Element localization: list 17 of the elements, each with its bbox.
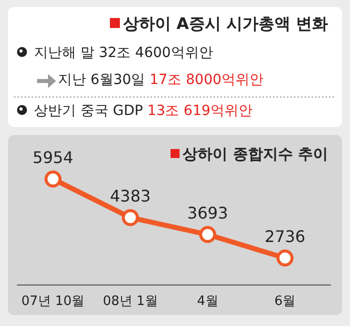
point	[122, 209, 139, 226]
data-label: 2736	[264, 227, 306, 246]
text: 지난해 말 32조 4600억위안	[34, 45, 213, 61]
data-label: 5954	[32, 148, 74, 167]
data-label: 4383	[110, 186, 151, 206]
chart-title: 상하이 종합지수 추이	[182, 145, 328, 163]
data-label: 3693	[187, 204, 228, 223]
x-tick-label: 07년 10월	[21, 294, 85, 309]
x-tick-label: 08년 1월	[102, 294, 158, 309]
point	[276, 250, 294, 266]
text: 상하이 A증시 시가총액 변화	[122, 14, 328, 33]
point	[44, 170, 62, 188]
point	[199, 226, 216, 244]
x-tick-label: 6월	[274, 294, 296, 309]
text: 상반기 중국 GDP 13조 619억위안	[34, 103, 252, 119]
x-tick-label: 4월	[197, 294, 218, 309]
text: 지난 6월30일 17조 8000억위안	[58, 72, 264, 88]
